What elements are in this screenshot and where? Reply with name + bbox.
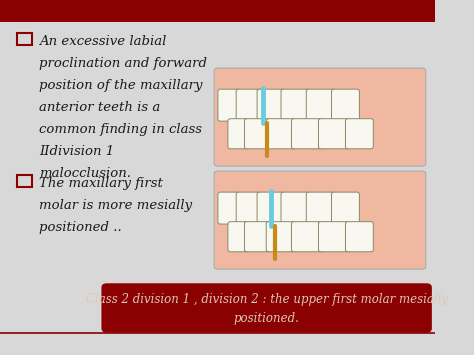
Text: common finding in class: common finding in class <box>39 123 202 136</box>
FancyBboxPatch shape <box>228 119 248 149</box>
FancyBboxPatch shape <box>214 68 426 166</box>
Text: positioned.: positioned. <box>234 312 300 325</box>
FancyBboxPatch shape <box>236 89 261 121</box>
Text: position of the maxillary: position of the maxillary <box>39 79 203 92</box>
Text: malocclusion.: malocclusion. <box>39 167 131 180</box>
FancyBboxPatch shape <box>346 119 374 149</box>
FancyBboxPatch shape <box>17 33 32 45</box>
FancyBboxPatch shape <box>218 192 240 224</box>
FancyBboxPatch shape <box>101 283 432 333</box>
Text: proclination and forward: proclination and forward <box>39 57 207 70</box>
Text: molar is more mesially: molar is more mesially <box>39 200 192 212</box>
FancyBboxPatch shape <box>346 222 374 252</box>
FancyBboxPatch shape <box>331 89 359 121</box>
FancyBboxPatch shape <box>17 175 32 187</box>
FancyBboxPatch shape <box>218 176 422 211</box>
FancyBboxPatch shape <box>214 171 426 269</box>
Text: An excessive labial: An excessive labial <box>39 35 166 48</box>
FancyBboxPatch shape <box>245 119 270 149</box>
FancyBboxPatch shape <box>218 140 422 163</box>
FancyBboxPatch shape <box>319 119 349 149</box>
FancyBboxPatch shape <box>306 192 336 224</box>
FancyBboxPatch shape <box>281 89 310 121</box>
Text: positioned ..: positioned .. <box>39 222 122 234</box>
FancyBboxPatch shape <box>218 89 240 121</box>
FancyBboxPatch shape <box>292 222 322 252</box>
FancyBboxPatch shape <box>236 192 261 224</box>
FancyBboxPatch shape <box>218 73 422 108</box>
FancyBboxPatch shape <box>319 222 349 252</box>
FancyBboxPatch shape <box>266 222 295 252</box>
FancyBboxPatch shape <box>266 119 295 149</box>
FancyBboxPatch shape <box>0 0 435 22</box>
Text: IIdivision 1: IIdivision 1 <box>39 145 114 158</box>
FancyBboxPatch shape <box>306 89 336 121</box>
Text: Class 2 division 1 , division 2 : the upper first molar mesially: Class 2 division 1 , division 2 : the up… <box>86 293 447 306</box>
FancyBboxPatch shape <box>228 222 248 252</box>
Text: anterior teeth is a: anterior teeth is a <box>39 101 160 114</box>
FancyBboxPatch shape <box>331 192 359 224</box>
Text: The maxillary first: The maxillary first <box>39 178 163 190</box>
FancyBboxPatch shape <box>257 192 285 224</box>
FancyBboxPatch shape <box>257 89 285 121</box>
FancyBboxPatch shape <box>218 243 422 266</box>
FancyBboxPatch shape <box>281 192 310 224</box>
FancyBboxPatch shape <box>245 222 270 252</box>
FancyBboxPatch shape <box>292 119 322 149</box>
